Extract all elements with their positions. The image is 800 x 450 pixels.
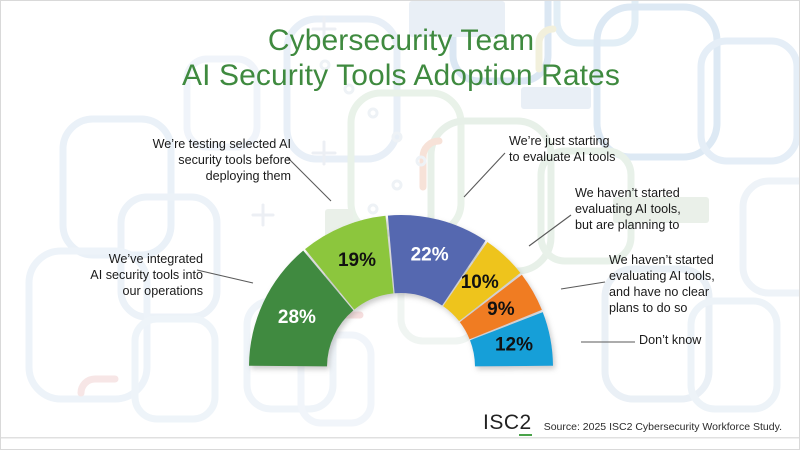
callout-testing-line-2: security tools before	[178, 152, 291, 167]
callout-noplans-line-1: We haven’t started	[609, 253, 714, 267]
callout-planning-line-1: We haven’t started	[575, 186, 680, 200]
callout-planning-line-3: but are planning to	[575, 217, 680, 232]
callout-noplans-line-4: plans to do so	[609, 300, 688, 315]
gauge-segment-value: 19%	[338, 250, 376, 271]
isc2-logo-accent-bar	[518, 433, 532, 436]
callout-integrated-line-2: AI security tools into	[90, 267, 203, 282]
source-note: Source: 2025 ISC2 Cybersecurity Workforc…	[543, 421, 782, 433]
gauge-segment-value: 12%	[495, 334, 533, 355]
callout-planning: We haven’t started evaluating AI tools, …	[575, 186, 755, 234]
isc2-logo: ISC2	[483, 412, 532, 436]
callout-integrated-line-3: our operations	[122, 283, 203, 298]
isc2-logo-text: ISC2	[483, 411, 532, 434]
callout-noplans-line-2: evaluating AI tools,	[609, 268, 715, 283]
gauge-segment[interactable]	[470, 312, 553, 367]
callout-dontknow: Don’t know	[639, 333, 789, 349]
callout-noplans: We haven’t started evaluating AI tools, …	[609, 253, 789, 317]
callout-dontknow-line-1: Don’t know	[639, 333, 702, 347]
callout-planning-line-2: evaluating AI tools,	[575, 201, 681, 216]
adoption-gauge-chart: 28% 19% 22% 10% 9% 12%	[201, 171, 601, 386]
footer: ISC2 Source: 2025 ISC2 Cybersecurity Wor…	[483, 412, 782, 436]
callout-starting: We’re just starting to evaluate AI tools	[509, 134, 689, 166]
gauge-segment-value: 22%	[411, 245, 449, 266]
callout-noplans-line-3: and have no clear	[609, 284, 710, 299]
page-title: Cybersecurity Team AI Security Tools Ado…	[1, 23, 799, 94]
gauge-segment-value: 9%	[487, 299, 515, 320]
callout-starting-line-2: to evaluate AI tools	[509, 149, 616, 164]
gauge-segment-value: 28%	[278, 307, 316, 328]
title-line-2: AI Security Tools Adoption Rates	[182, 59, 620, 93]
callout-integrated: We’ve integrated AI security tools into …	[53, 252, 203, 300]
gauge-segment-value: 10%	[461, 272, 499, 293]
title-line-1: Cybersecurity Team	[267, 24, 535, 57]
gauge-svg: 28% 19% 22% 10% 9% 12%	[249, 215, 553, 367]
callout-integrated-line-1: We’ve integrated	[108, 252, 203, 266]
callout-testing: We’re testing selected AI security tools…	[101, 137, 291, 185]
callout-starting-line-1: We’re just starting	[509, 134, 610, 148]
callout-testing-line-3: deploying them	[205, 168, 291, 183]
callout-testing-line-1: We’re testing selected AI	[152, 137, 291, 151]
